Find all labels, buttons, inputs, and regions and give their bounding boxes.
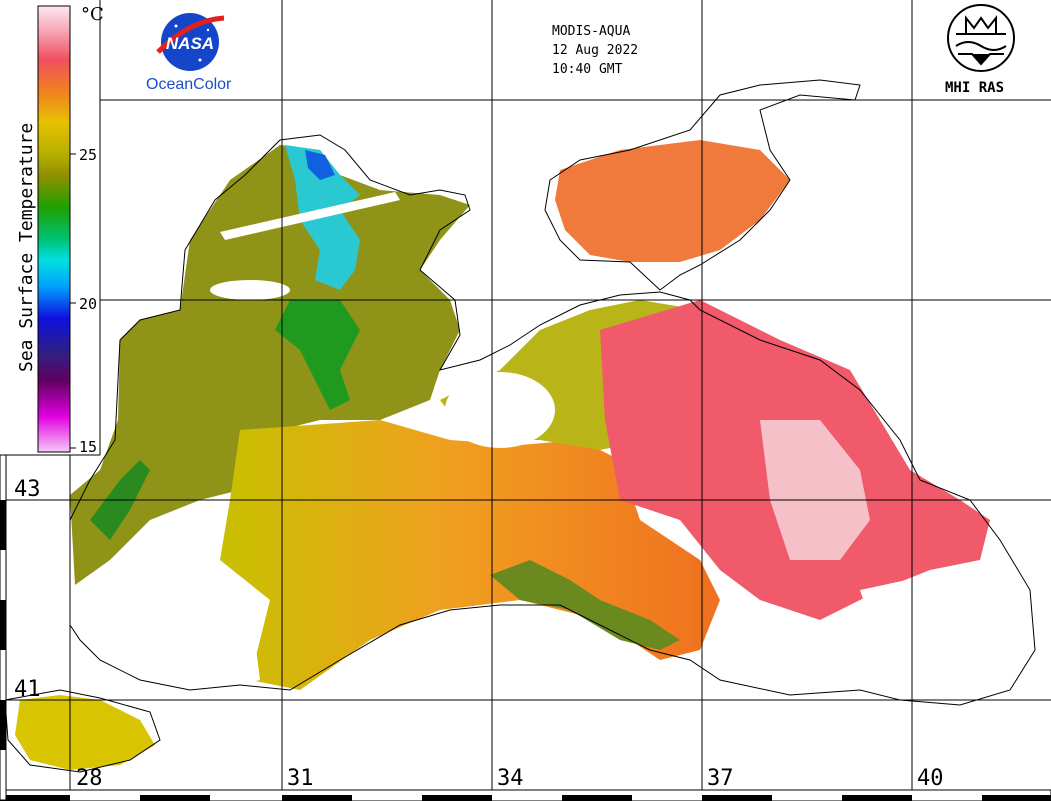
central-yellow-water: [220, 420, 720, 690]
azov-sea-water: [555, 140, 790, 262]
green-filament: [275, 300, 360, 410]
nasa-wordmark: NASA: [166, 34, 214, 53]
mhi-ras-logo: [947, 4, 1015, 72]
colorbar-title: Sea Surface Temperature: [16, 122, 37, 372]
colorbar-tick-15: 15: [79, 438, 98, 456]
scan-gap: [220, 192, 400, 240]
western-shelf-water: [70, 145, 470, 585]
longitude-label-31: 31: [287, 766, 314, 791]
latitude-label-41: 41: [14, 677, 41, 702]
nasa-logo: NASA: [156, 13, 225, 71]
satellite-label: MODIS-AQUA: [552, 24, 631, 39]
mhi-ras-label: MHI RAS: [945, 80, 1005, 96]
border-scale: [0, 454, 1051, 801]
colorbar-unit: °C: [81, 4, 104, 25]
southern-green-eddy: [490, 560, 680, 650]
date-label: 12 Aug 2022: [552, 43, 639, 58]
time-label: 10:40 GMT: [552, 62, 623, 77]
oceancolor-label: OceanColor: [146, 76, 232, 93]
cloud-mask: [75, 192, 1030, 700]
colorbar-tick-25: 25: [79, 146, 98, 164]
latitude-label-43: 43: [14, 477, 41, 502]
cold-core: [305, 150, 335, 180]
longitude-label-40: 40: [917, 766, 944, 791]
longitude-label-37: 37: [707, 766, 734, 791]
acquisition-info: MODIS-AQUA 12 Aug 2022 10:40 GMT: [552, 22, 638, 79]
colorbar-gradient: [37, 5, 71, 453]
bosporus-south-water: [15, 695, 155, 770]
coastline: [4, 79, 1036, 773]
longitude-label-28: 28: [76, 766, 103, 791]
colorbar-tick-20: 20: [79, 295, 98, 313]
sst-field: [15, 140, 990, 770]
colorbar: [0, 0, 101, 456]
eastern-hot-core: [760, 420, 870, 560]
longitude-label-34: 34: [497, 766, 524, 791]
